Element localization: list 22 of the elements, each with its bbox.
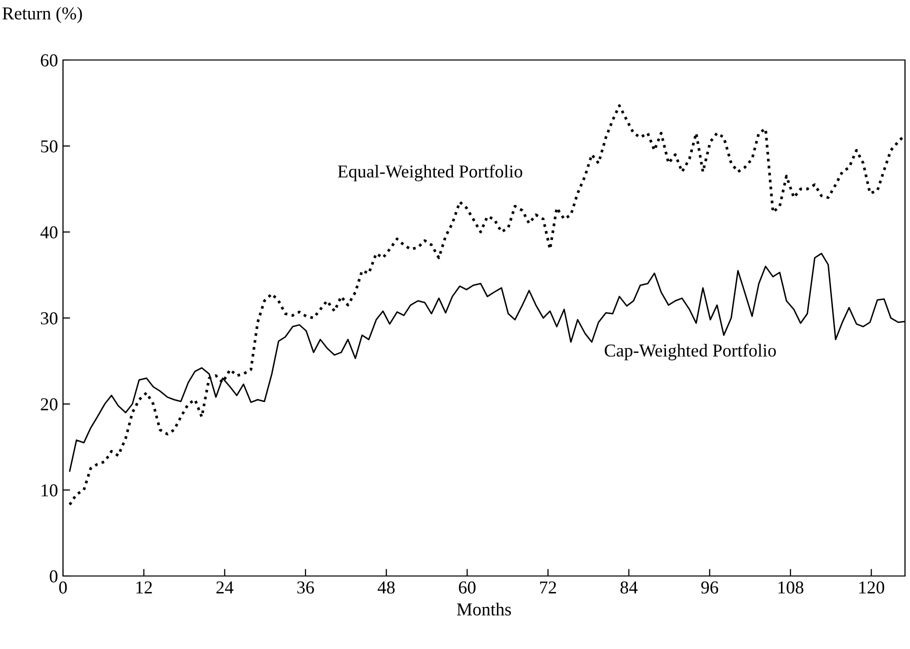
x-tick-label: 24 xyxy=(216,581,234,594)
x-tick-label: 108 xyxy=(778,581,804,594)
y-tick-label: 30 xyxy=(40,312,58,324)
y-tick-label: 20 xyxy=(40,398,58,410)
y-tick-label: 10 xyxy=(42,484,58,496)
x-tick-label: 36 xyxy=(297,581,314,594)
x-tick-label: 0 xyxy=(59,581,67,594)
x-tick-label: 96 xyxy=(701,581,718,594)
x-tick-label: 84 xyxy=(620,581,638,594)
x-tick-label: 48 xyxy=(378,581,395,594)
series-label: Cap-Weighted Portfolio xyxy=(604,344,776,360)
series-label: Equal-Weighted Portfolio xyxy=(338,164,522,182)
x-tick-label: 60 xyxy=(458,581,476,594)
x-tick-label: 12 xyxy=(136,581,152,594)
x-tick-label: 72 xyxy=(540,581,556,594)
y-tick-label: 0 xyxy=(50,570,58,582)
y-tick-label: 60 xyxy=(40,54,58,66)
y-tick-label: 50 xyxy=(41,140,58,152)
x-axis-title: Months xyxy=(456,602,511,616)
x-tick-label: 120 xyxy=(859,581,884,594)
y-axis-title: Return (%) xyxy=(2,6,82,24)
y-tick-label: 40 xyxy=(40,226,58,238)
